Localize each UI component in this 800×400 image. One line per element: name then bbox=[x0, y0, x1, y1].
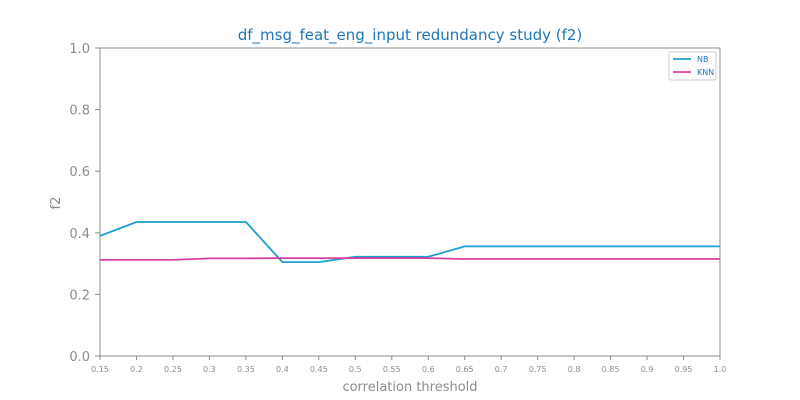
x-tick-label: 0.75 bbox=[529, 365, 547, 374]
x-tick-label: 0.45 bbox=[310, 365, 328, 374]
x-tick-label: 0.25 bbox=[164, 365, 182, 374]
x-tick-label: 0.9 bbox=[641, 365, 654, 374]
x-axis-label: correlation threshold bbox=[342, 380, 477, 395]
legend: NB KNN bbox=[668, 51, 717, 81]
x-tick-label: 0.15 bbox=[91, 365, 109, 374]
series-lines bbox=[99, 221, 720, 264]
chart-title: df_msg_feat_eng_input redundancy study (… bbox=[238, 26, 583, 45]
y-tick-label: 0.4 bbox=[69, 227, 90, 242]
x-tick-label: 0.65 bbox=[456, 365, 474, 374]
y-tick-label: 0.0 bbox=[69, 350, 90, 365]
series-line-knn bbox=[100, 257, 720, 261]
x-tick-label: 0.95 bbox=[675, 365, 693, 374]
x-tick-label: 0.35 bbox=[237, 365, 255, 374]
y-tick-label: 0.6 bbox=[69, 165, 90, 180]
x-tick-label: 0.2 bbox=[130, 365, 143, 374]
legend-label: KNN bbox=[697, 68, 714, 77]
x-tick-label: 0.6 bbox=[422, 365, 435, 374]
x-tick-label: 0.4 bbox=[276, 365, 289, 374]
y-axis: 0.0 0.2 0.4 0.6 0.8 1.0 bbox=[69, 42, 100, 365]
y-tick-label: 0.8 bbox=[69, 104, 90, 119]
x-tick-label: 0.8 bbox=[568, 365, 581, 374]
x-tick-label: 0.3 bbox=[203, 365, 216, 374]
plot-area bbox=[99, 47, 721, 357]
x-tick-label: 1.0 bbox=[714, 365, 727, 374]
y-tick-label: 1.0 bbox=[69, 42, 90, 57]
x-tick-label: 0.7 bbox=[495, 365, 508, 374]
x-tick-label: 0.55 bbox=[383, 365, 401, 374]
x-tick-label: 0.85 bbox=[602, 365, 620, 374]
series-line-nb bbox=[99, 221, 720, 264]
y-tick-label: 0.2 bbox=[69, 288, 90, 303]
x-tick-label: 0.5 bbox=[349, 365, 362, 374]
y-axis-label: f2 bbox=[49, 197, 64, 210]
x-axis: 0.15 0.2 0.25 0.3 0.35 0.4 0.45 0.5 0.55 0.6 0.65 0… bbox=[91, 356, 726, 374]
legend-label: NB bbox=[697, 55, 708, 64]
